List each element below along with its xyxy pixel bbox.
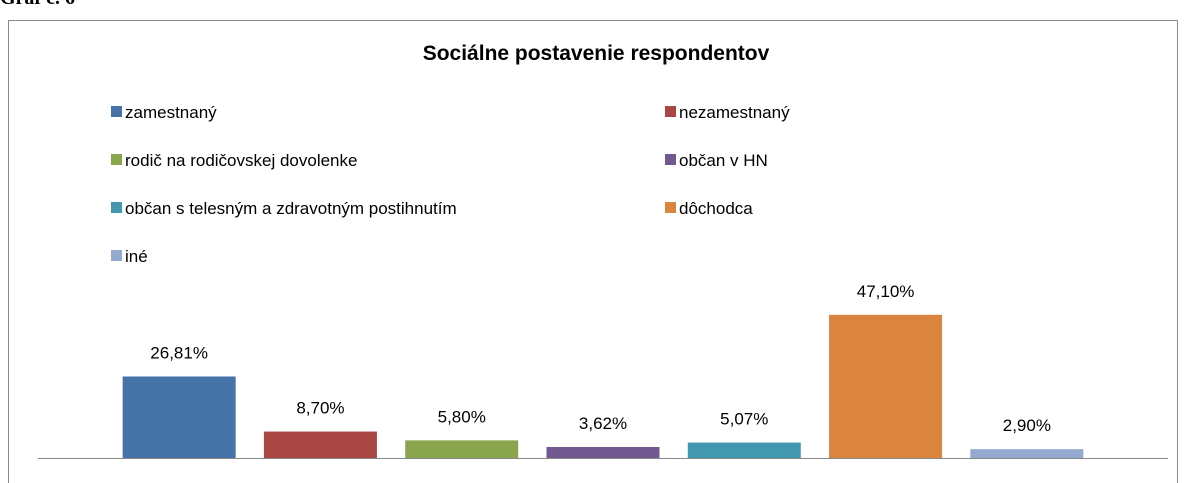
legend-swatch bbox=[111, 154, 122, 165]
data-label: 8,70% bbox=[296, 399, 344, 418]
data-label: 5,07% bbox=[720, 410, 768, 429]
legend-label: dôchodca bbox=[679, 199, 753, 218]
legend-swatch bbox=[111, 250, 122, 261]
data-label: 26,81% bbox=[150, 343, 208, 362]
legend-swatch bbox=[111, 106, 122, 117]
legend-label: občan s telesným a zdravotným postihnutí… bbox=[125, 199, 457, 218]
chart-border bbox=[8, 20, 1178, 483]
legend-swatch bbox=[111, 202, 122, 213]
legend-swatch bbox=[665, 106, 676, 117]
legend-label: občan v HN bbox=[679, 151, 768, 170]
bar bbox=[687, 442, 801, 458]
legend-label: zamestnaný bbox=[125, 103, 217, 122]
data-label: 3,62% bbox=[579, 414, 627, 433]
bar bbox=[122, 376, 236, 458]
chart-title: Sociálne postavenie respondentov bbox=[423, 42, 770, 65]
legend-label: rodič na rodičovskej dovolenke bbox=[125, 151, 357, 170]
legend-label: iné bbox=[125, 247, 148, 266]
data-label: 5,80% bbox=[438, 407, 486, 426]
legend-swatch bbox=[665, 202, 676, 213]
data-label: 47,10% bbox=[857, 282, 915, 301]
legend-label: nezamestnaný bbox=[679, 103, 790, 122]
bar bbox=[263, 431, 377, 458]
bar bbox=[405, 440, 519, 458]
legend-swatch bbox=[665, 154, 676, 165]
data-label: 2,90% bbox=[1003, 416, 1051, 435]
bar bbox=[829, 314, 943, 458]
bar bbox=[546, 446, 660, 458]
bar bbox=[970, 449, 1084, 458]
caption: Graf č. 6 bbox=[0, 0, 75, 9]
